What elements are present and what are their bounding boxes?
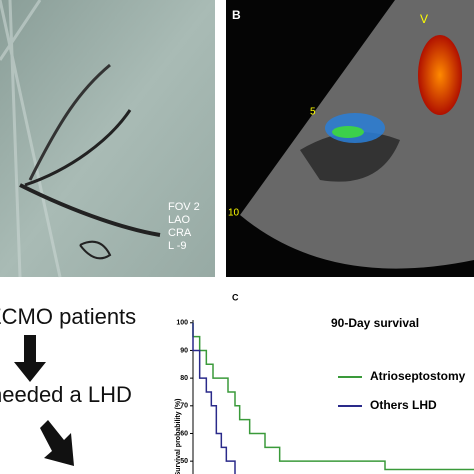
fluoro-image bbox=[0, 0, 215, 277]
y-axis-label: Survival probability (%) bbox=[175, 399, 182, 474]
y-tick-label: 90 bbox=[180, 347, 188, 354]
panel-label: B bbox=[232, 8, 241, 22]
y-tick-label: 70 bbox=[180, 403, 188, 410]
y-tick-label: 50 bbox=[180, 458, 188, 465]
marker: V bbox=[420, 12, 428, 26]
panel-label: C bbox=[232, 292, 239, 302]
panel-a: FOV 2 LAO CRA L -9 bbox=[0, 0, 215, 278]
y-tick-label: 80 bbox=[180, 375, 188, 382]
chart: C 90-Day survival Survival probability (%)… bbox=[175, 292, 474, 474]
overlay: LAO bbox=[168, 214, 190, 226]
legend-label: Others LHD bbox=[370, 398, 437, 412]
y-tick-label: 60 bbox=[180, 430, 188, 437]
arrow bbox=[40, 420, 74, 466]
overlay: L -9 bbox=[168, 240, 187, 252]
legend-label: Atrioseptostomy bbox=[370, 369, 466, 383]
flow-step: ECMO patients bbox=[0, 304, 136, 329]
survival-curve bbox=[192, 322, 474, 471]
depth-label: 5 bbox=[310, 107, 316, 118]
panel-b: B V 5 10 bbox=[226, 0, 474, 277]
depth-label: 10 bbox=[228, 208, 240, 219]
overlay: CRA bbox=[168, 227, 192, 239]
survival-curve bbox=[192, 322, 236, 474]
arrow bbox=[14, 335, 46, 382]
overlay: FOV 2 bbox=[168, 201, 200, 213]
y-tick-label: 100 bbox=[176, 320, 188, 327]
flow-step: needed a LHD bbox=[0, 382, 132, 407]
chart-title: 90-Day survival bbox=[331, 316, 419, 330]
flow: ECMO patients needed a LHD bbox=[0, 304, 136, 466]
